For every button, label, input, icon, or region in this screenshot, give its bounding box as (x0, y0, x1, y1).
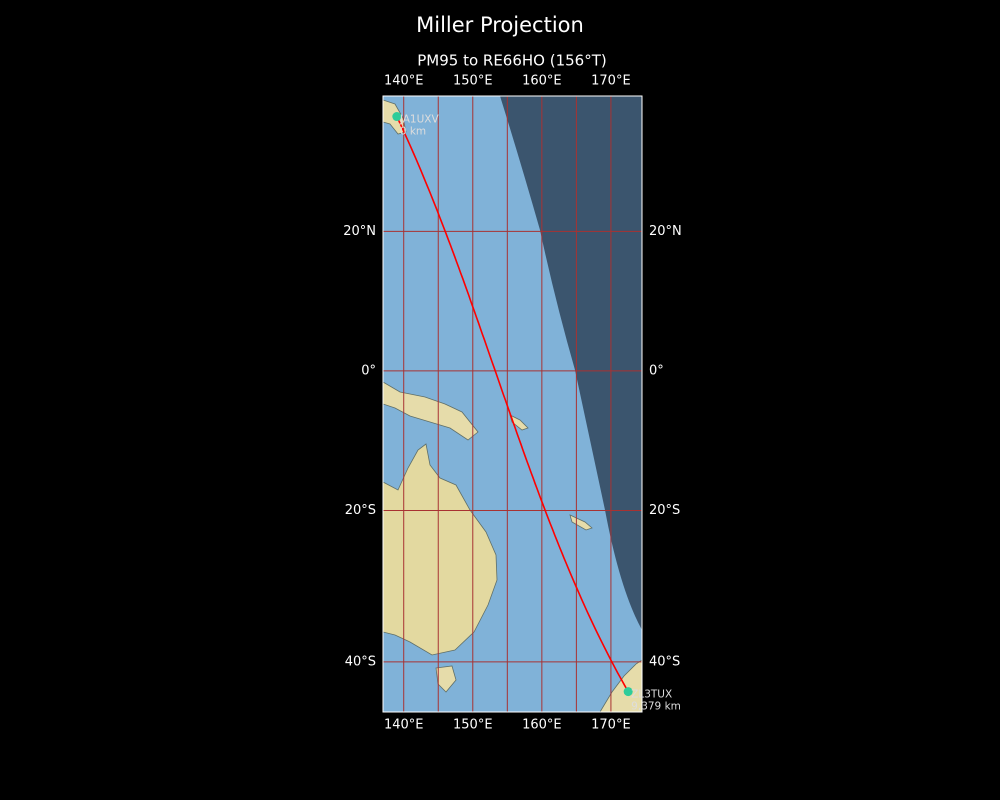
map-area (383, 96, 642, 712)
route-layer (392, 112, 633, 697)
lat-label-left: 0° (361, 363, 376, 378)
lat-label-right: 0° (649, 363, 664, 378)
tasmania (435, 665, 457, 693)
night-shade (500, 96, 642, 630)
lat-label-left: 20°S (345, 503, 376, 518)
land (383, 99, 642, 712)
lon-label-bottom: 140°E (384, 718, 424, 733)
lon-label-top: 160°E (522, 74, 562, 89)
lat-label-right: 40°S (649, 654, 680, 669)
new-guinea (383, 381, 479, 441)
map-frame (382, 95, 643, 713)
lat-label-right: 20°N (649, 224, 682, 239)
lat-label-right: 20°S (649, 503, 680, 518)
title: Miller Projection (416, 13, 584, 37)
subtitle: PM95 to RE66HO (156°T) (417, 52, 607, 70)
lon-label-bottom: 150°E (453, 718, 493, 733)
station-call: ZL3TUX (631, 689, 672, 701)
station-distance: 0 km (400, 126, 426, 138)
station-marker (623, 687, 633, 697)
lon-label-bottom: 170°E (591, 718, 631, 733)
lat-label-left: 40°S (345, 654, 376, 669)
great-circle-route (396, 116, 629, 692)
lon-label-top: 140°E (384, 74, 424, 89)
labels: 140°E 140°E 150°E 150°E 160°E 160°E 170°E 170°E… (343, 74, 682, 733)
station-call: JA1UXV (399, 114, 440, 126)
new-caledonia (569, 514, 593, 531)
lon-label-bottom: 160°E (522, 718, 562, 733)
graticule (383, 96, 642, 712)
solomon-islands (509, 414, 529, 431)
station-marker (392, 112, 402, 122)
lon-label-top: 170°E (591, 74, 631, 89)
lat-label-left: 20°N (343, 224, 376, 239)
station-distance: 9,379 km (631, 701, 681, 713)
australia (383, 443, 498, 656)
lon-label-top: 150°E (453, 74, 493, 89)
